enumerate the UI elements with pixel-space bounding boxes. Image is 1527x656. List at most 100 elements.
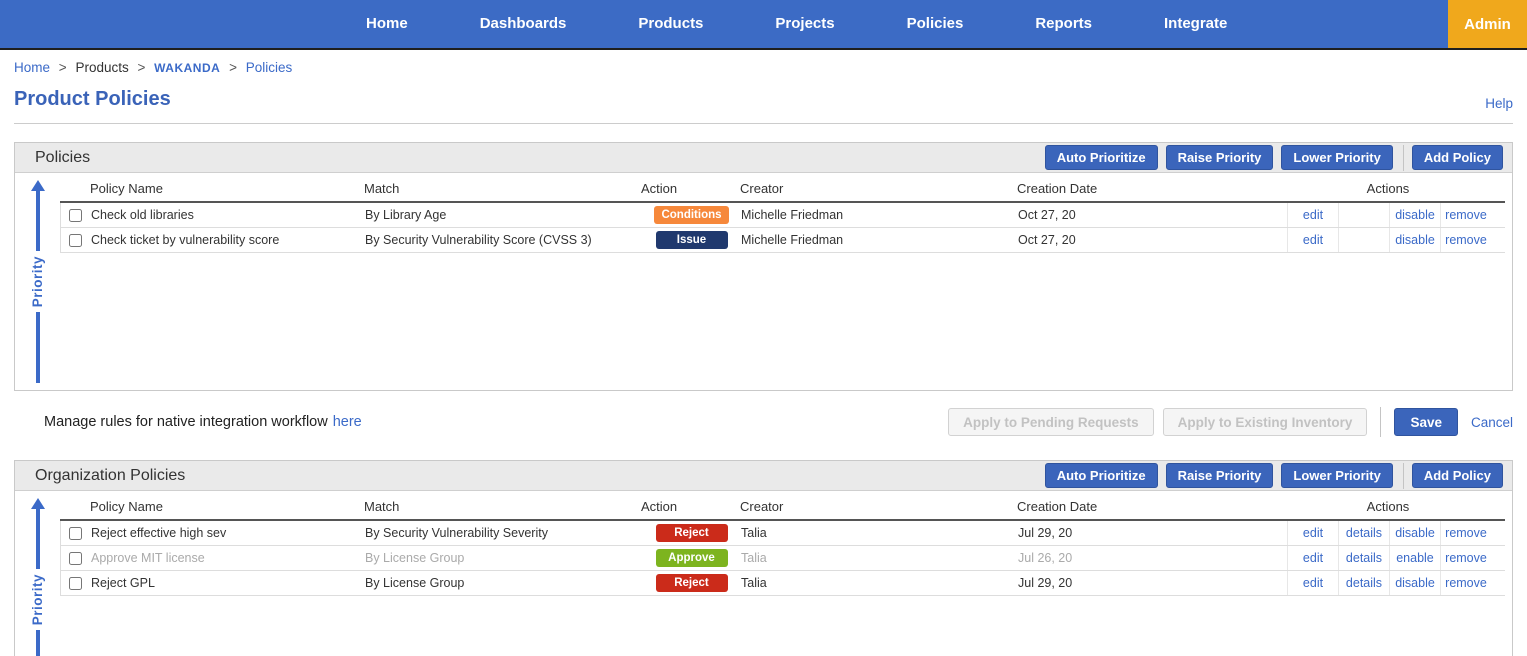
creation-date: Jul 29, 20 xyxy=(1018,526,1073,540)
breadcrumb-policies[interactable]: Policies xyxy=(245,60,293,75)
remove-link[interactable]: remove xyxy=(1445,208,1487,222)
page-title: Product Policies xyxy=(14,88,171,110)
row-checkbox[interactable] xyxy=(68,526,82,540)
action-badge[interactable]: Reject xyxy=(655,574,728,592)
edit-link[interactable]: edit xyxy=(1302,208,1324,222)
disable-link[interactable]: disable xyxy=(1395,526,1435,540)
priority-arrowhead-icon xyxy=(30,180,45,191)
priority-label: Priority xyxy=(30,256,45,308)
action-badge[interactable]: Reject xyxy=(655,524,728,542)
nav-item-integrate[interactable]: Integrate xyxy=(1164,15,1228,32)
breadcrumb-products: Products xyxy=(75,60,129,75)
organization-policies-table: Policy Name Match Action Creator Creatio… xyxy=(60,491,1505,656)
title-divider xyxy=(14,123,1513,124)
row-checkbox[interactable] xyxy=(68,551,82,565)
add-policy-button[interactable]: Add Policy xyxy=(1411,463,1503,488)
details-link[interactable]: details xyxy=(1345,551,1383,565)
match-type: By Library Age xyxy=(365,208,447,222)
raise-priority-button[interactable]: Raise Priority xyxy=(1165,463,1274,488)
col-actions: Actions xyxy=(1366,181,1410,196)
nav-item-home[interactable]: Home xyxy=(366,15,408,32)
edit-link[interactable]: edit xyxy=(1302,576,1324,590)
organization-policies-header: Organization Policies Auto Prioritize Ra… xyxy=(15,461,1512,491)
col-policy-name: Policy Name xyxy=(90,181,163,196)
nav-item-dashboards[interactable]: Dashboards xyxy=(479,15,567,32)
cancel-link[interactable]: Cancel xyxy=(1470,414,1513,430)
admin-button[interactable]: Admin xyxy=(1448,0,1527,48)
creator: Talia xyxy=(741,526,767,540)
nav-item-products[interactable]: Products xyxy=(638,15,704,32)
match-type: By Security Vulnerability Severity xyxy=(365,526,548,540)
organization-policies-section: Organization Policies Auto Prioritize Ra… xyxy=(14,460,1513,656)
col-creator: Creator xyxy=(740,181,784,196)
col-creation-date: Creation Date xyxy=(1017,499,1098,514)
raise-priority-button[interactable]: Raise Priority xyxy=(1165,145,1274,170)
col-actions: Actions xyxy=(1366,499,1410,514)
remove-link[interactable]: remove xyxy=(1445,551,1487,565)
breadcrumb-separator: > xyxy=(229,60,237,75)
match-type: By License Group xyxy=(365,551,465,565)
save-button[interactable]: Save xyxy=(1394,408,1458,436)
remove-link[interactable]: remove xyxy=(1445,233,1487,247)
policy-name: Check ticket by vulnerability score xyxy=(91,233,280,247)
col-creator: Creator xyxy=(740,499,784,514)
nav-item-policies[interactable]: Policies xyxy=(906,15,964,32)
breadcrumb-separator: > xyxy=(58,60,67,75)
row-checkbox[interactable] xyxy=(68,576,82,590)
here-link[interactable]: here xyxy=(332,414,362,430)
remove-link[interactable]: remove xyxy=(1445,526,1487,540)
creation-date: Jul 29, 20 xyxy=(1018,576,1073,590)
row-checkbox[interactable] xyxy=(68,208,82,222)
edit-link[interactable]: edit xyxy=(1302,526,1324,540)
col-action: Action xyxy=(641,499,678,514)
policy-name: Check old libraries xyxy=(91,208,194,222)
edit-link[interactable]: edit xyxy=(1302,233,1324,247)
creator: Michelle Friedman xyxy=(741,208,844,222)
action-badge[interactable]: Conditions xyxy=(654,206,729,224)
table-row: Check old libraries By Library Age Condi… xyxy=(60,203,1505,228)
match-type: By License Group xyxy=(365,576,465,590)
policy-name: Approve MIT license xyxy=(91,551,205,565)
table-row: Reject GPL By License Group Reject Talia… xyxy=(60,571,1505,596)
details-link[interactable]: details xyxy=(1345,576,1383,590)
help-link[interactable]: Help xyxy=(1485,96,1513,111)
add-policy-button[interactable]: Add Policy xyxy=(1411,145,1503,170)
table-header-row: Policy Name Match Action Creator Creatio… xyxy=(60,173,1505,203)
breadcrumb-product-name[interactable]: WAKANDA xyxy=(154,61,221,75)
breadcrumb-home-link[interactable]: Home xyxy=(14,60,51,75)
nav-item-projects[interactable]: Projects xyxy=(775,15,835,32)
policy-name: Reject GPL xyxy=(91,576,155,590)
lower-priority-button[interactable]: Lower Priority xyxy=(1281,463,1393,488)
edit-link[interactable]: edit xyxy=(1302,551,1324,565)
auto-prioritize-button[interactable]: Auto Prioritize xyxy=(1044,145,1158,170)
disable-link[interactable]: disable xyxy=(1395,233,1435,247)
section-title: Organization Policies xyxy=(35,466,186,484)
manage-rules-bar: Manage rules for native integration work… xyxy=(44,404,1513,440)
action-badge[interactable]: Approve xyxy=(655,549,728,567)
details-link[interactable]: details xyxy=(1345,526,1383,540)
nav-item-reports[interactable]: Reports xyxy=(1035,15,1092,32)
match-type: By Security Vulnerability Score (CVSS 3) xyxy=(365,233,592,247)
apply-pending-button[interactable]: Apply to Pending Requests xyxy=(948,408,1154,436)
apply-existing-button[interactable]: Apply to Existing Inventory xyxy=(1162,408,1368,436)
toolbar-divider xyxy=(1402,144,1404,171)
disable-link[interactable]: disable xyxy=(1395,576,1435,590)
auto-prioritize-button[interactable]: Auto Prioritize xyxy=(1044,463,1158,488)
action-badge[interactable]: Issue xyxy=(655,231,728,249)
row-checkbox[interactable] xyxy=(68,233,82,247)
product-policies-section: Policies Auto Prioritize Raise Priority … xyxy=(14,142,1513,391)
breadcrumb: Home > Products > WAKANDA > Policies xyxy=(14,60,1527,75)
section-title: Policies xyxy=(35,148,91,166)
enable-link[interactable]: enable xyxy=(1396,551,1434,565)
creation-date: Oct 27, 20 xyxy=(1018,208,1076,222)
toolbar-divider xyxy=(1402,462,1404,489)
priority-arrow: Priority xyxy=(30,180,45,383)
col-match: Match xyxy=(364,499,400,514)
remove-link[interactable]: remove xyxy=(1445,576,1487,590)
table-row: Approve MIT license By License Group App… xyxy=(60,546,1505,571)
table-row: Check ticket by vulnerability score By S… xyxy=(60,228,1505,253)
disable-link[interactable]: disable xyxy=(1395,208,1435,222)
lower-priority-button[interactable]: Lower Priority xyxy=(1281,145,1393,170)
col-action: Action xyxy=(641,181,678,196)
breadcrumb-separator: > xyxy=(137,60,146,75)
